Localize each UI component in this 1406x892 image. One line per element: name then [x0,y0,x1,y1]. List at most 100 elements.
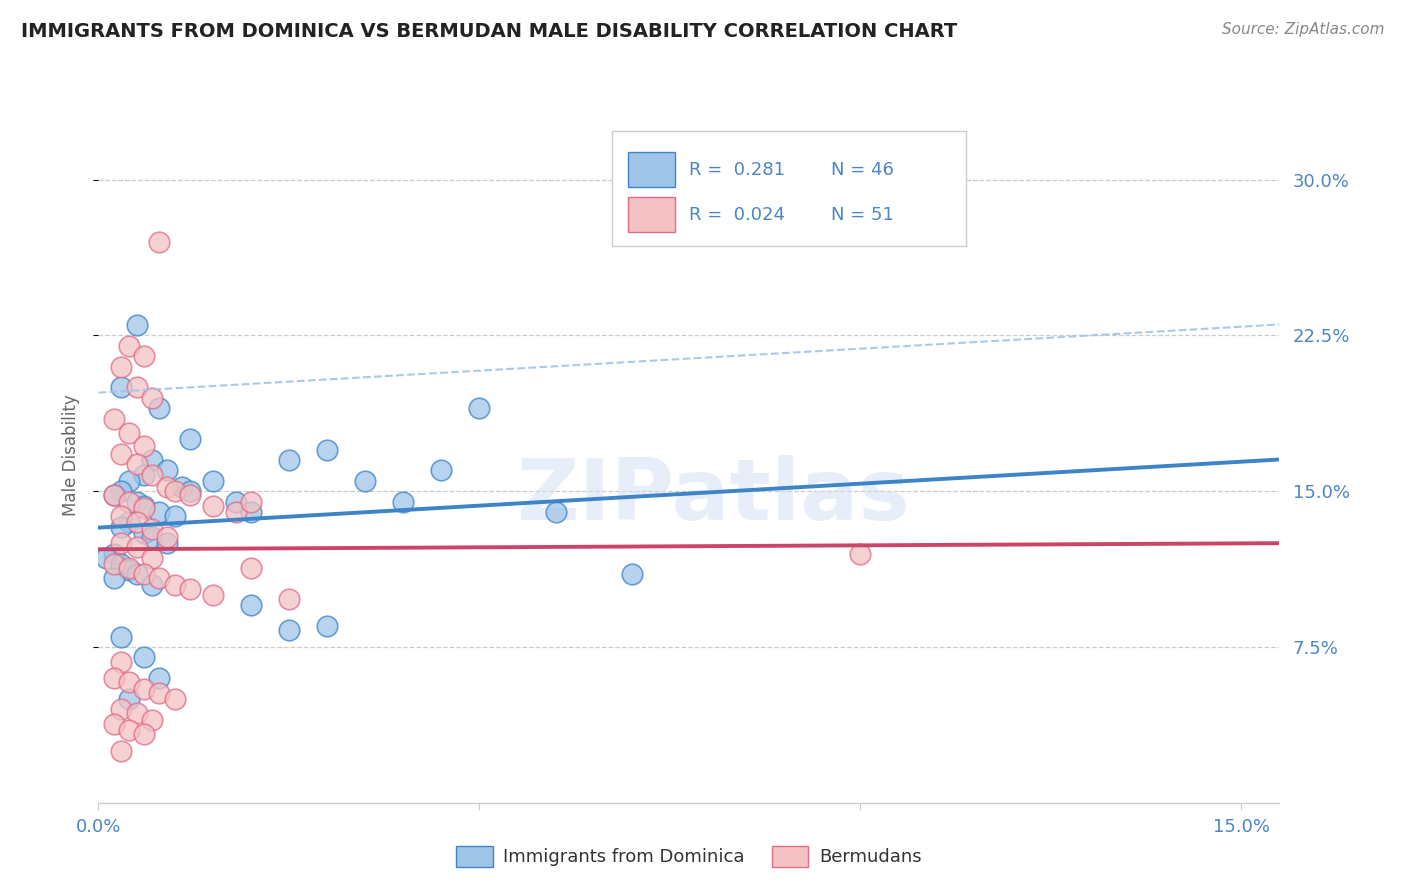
Point [430,463,453,477]
Point [239,505,262,519]
Point [172,480,194,494]
Point [110,509,132,524]
Point [118,339,141,353]
Point [148,686,170,700]
Point [134,727,156,741]
Point [239,599,262,613]
Point [118,692,141,706]
Point [118,675,141,690]
Point [354,474,377,488]
Point [163,692,186,706]
Point [141,467,163,482]
Text: R =  0.281: R = 0.281 [689,161,785,178]
Point [468,401,491,416]
Point [118,563,141,577]
Point [148,572,170,586]
Point [141,713,163,727]
Point [103,411,125,425]
Point [110,630,132,644]
Point [179,582,201,596]
Point [544,505,567,519]
Point [103,488,125,502]
Point [141,522,163,536]
Point [277,453,299,467]
Point [148,235,170,249]
Point [134,650,156,665]
Point [141,453,163,467]
Point [156,536,179,550]
Bar [627,153,675,187]
Point [225,494,247,508]
Point [316,619,339,633]
Point [103,488,125,502]
Point [201,588,224,602]
Point [156,480,179,494]
Text: N = 46: N = 46 [831,161,894,178]
Point [148,671,170,685]
Point [125,706,148,721]
Point [163,509,186,524]
Point [110,484,132,499]
Point [103,547,125,561]
Point [163,578,186,592]
Point [156,463,179,477]
Point [277,592,299,607]
Point [125,494,148,508]
Point [118,494,141,508]
Point [110,536,132,550]
Point [110,702,132,716]
Point [118,426,141,441]
Point [134,500,156,515]
Point [134,349,156,363]
Point [277,624,299,638]
Bar [627,197,675,232]
Point [201,474,224,488]
Point [103,572,125,586]
Point [110,557,132,571]
Point [110,655,132,669]
Point [134,567,156,582]
Point [110,519,132,533]
Point [134,439,156,453]
Point [134,499,156,513]
Point [118,561,141,575]
Point [179,484,201,499]
Text: Source: ZipAtlas.com: Source: ZipAtlas.com [1222,22,1385,37]
Point [225,505,247,519]
Point [118,723,141,738]
Point [110,359,132,374]
Point [148,401,170,416]
Bar [612,131,966,246]
Text: R =  0.024: R = 0.024 [689,206,785,224]
Point [110,447,132,461]
Point [103,717,125,731]
Point [103,557,125,571]
Text: N = 51: N = 51 [831,206,894,224]
Text: ZIPatlas: ZIPatlas [516,455,910,538]
Point [103,671,125,685]
Point [316,442,339,457]
Point [125,567,148,582]
Point [163,484,186,499]
Point [239,494,262,508]
Point [118,516,141,530]
Point [201,499,224,513]
Point [110,380,132,394]
Point [141,578,163,592]
Point [134,467,156,482]
Point [179,433,201,447]
Point [94,550,117,565]
Point [125,318,148,332]
Point [148,505,170,519]
Point [110,744,132,758]
Point [849,547,872,561]
Text: IMMIGRANTS FROM DOMINICA VS BERMUDAN MALE DISABILITY CORRELATION CHART: IMMIGRANTS FROM DOMINICA VS BERMUDAN MAL… [21,22,957,41]
Point [392,494,415,508]
Point [141,530,163,544]
Legend: Immigrants from Dominica, Bermudans: Immigrants from Dominica, Bermudans [449,838,929,874]
Point [125,541,148,555]
Point [141,550,163,565]
Point [141,391,163,405]
Point [179,488,201,502]
Point [134,525,156,540]
